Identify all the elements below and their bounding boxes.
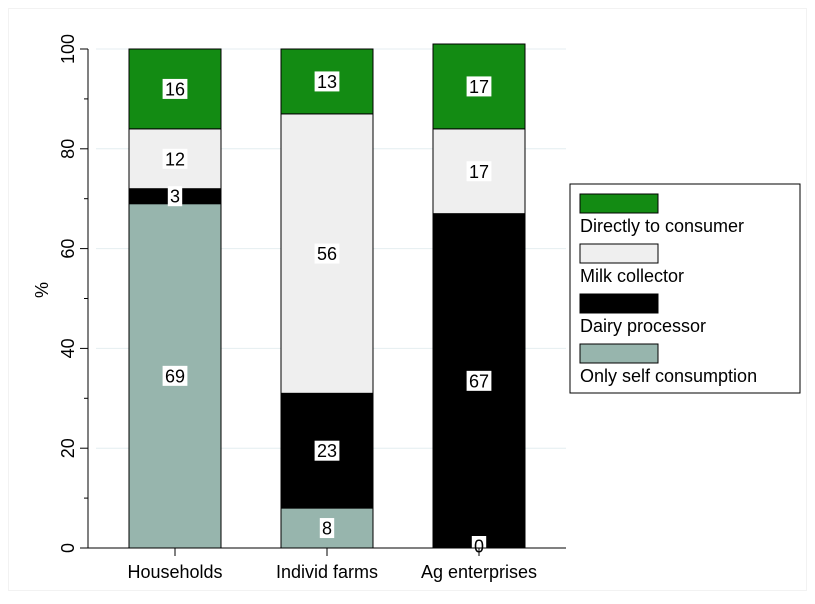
data-label: 67 — [466, 370, 492, 391]
x-tick-label: Ag enterprises — [421, 562, 537, 582]
x-axis: Households Individ farms Ag enterprises — [88, 547, 566, 582]
bars — [128, 43, 526, 549]
data-label: 16 — [162, 78, 188, 99]
legend-label: Milk collector — [580, 266, 684, 286]
data-label-text: 12 — [165, 149, 185, 169]
legend: Directly to consumer Milk collector Dairy … — [569, 183, 801, 394]
legend-label: Dairy processor — [580, 316, 706, 336]
y-tick-label: 20 — [58, 438, 78, 458]
data-label: 13 — [314, 71, 340, 92]
data-label-text: 17 — [469, 162, 489, 182]
data-label: 0 — [471, 536, 487, 557]
x-tick-label: Individ farms — [276, 562, 378, 582]
legend-label: Only self consumption — [580, 366, 757, 386]
data-label-background — [471, 536, 487, 556]
data-label-text: 0 — [474, 537, 484, 557]
data-label-background — [466, 370, 492, 391]
y-tick-label: 100 — [58, 34, 78, 64]
legend-swatch — [579, 243, 659, 264]
data-labels: 69 3 12 16 8 23 56 13 0 67 17 17 — [162, 71, 492, 557]
data-label: 8 — [319, 518, 335, 539]
data-label: 23 — [314, 440, 340, 461]
y-tick-label: 0 — [58, 543, 78, 553]
data-label-background — [162, 148, 188, 169]
data-label-background — [466, 161, 492, 182]
y-tick-label: 40 — [58, 338, 78, 358]
data-label: 69 — [162, 365, 188, 386]
data-label-text: 13 — [317, 72, 337, 92]
legend-swatch — [579, 343, 659, 364]
data-label-background — [162, 78, 188, 99]
y-tick-label: 60 — [58, 239, 78, 259]
data-label: 3 — [167, 186, 183, 207]
x-tick-label: Households — [127, 562, 222, 582]
data-label-background — [314, 243, 340, 264]
y-axis: 0 20 40 60 80 100 — [58, 34, 89, 553]
y-tick-label: 80 — [58, 139, 78, 159]
data-label-text: 69 — [165, 366, 185, 386]
data-label: 17 — [466, 76, 492, 97]
figure-frame — [8, 8, 807, 591]
data-label-text: 16 — [165, 79, 185, 99]
legend-swatch — [579, 293, 659, 314]
legend-swatch — [579, 193, 659, 214]
data-label-background — [314, 71, 340, 92]
data-label-background — [466, 76, 492, 97]
data-label: 56 — [314, 243, 340, 264]
data-label: 12 — [162, 148, 188, 169]
data-label: 17 — [466, 161, 492, 182]
data-label-background — [162, 365, 188, 386]
data-label-background — [319, 518, 335, 539]
data-label-background — [314, 440, 340, 461]
data-label-text: 17 — [469, 77, 489, 97]
data-label-background — [167, 186, 183, 207]
data-label-text: 56 — [317, 244, 337, 264]
data-label-text: 67 — [469, 371, 489, 391]
y-axis-title: % — [32, 282, 52, 298]
data-label-text: 3 — [170, 187, 180, 207]
data-label-text: 23 — [317, 441, 337, 461]
data-label-text: 8 — [322, 519, 332, 539]
legend-label: Directly to consumer — [580, 216, 744, 236]
